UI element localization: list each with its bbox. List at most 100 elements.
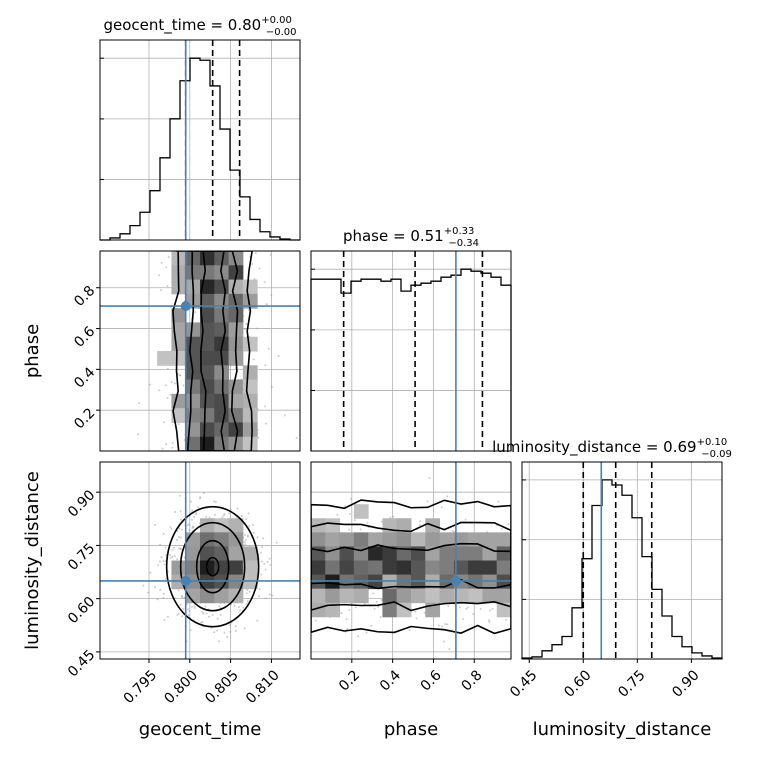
density-cell	[214, 532, 230, 547]
xtick-label-geocent_time-1: 0.800	[161, 667, 201, 707]
density-cell	[185, 336, 201, 352]
sample-point	[408, 628, 411, 631]
density-cell	[325, 602, 341, 618]
density-cell	[425, 588, 441, 604]
sample-point	[179, 604, 182, 607]
xtick-label-geocent_time-3: 0.810	[243, 667, 283, 707]
sample-point	[365, 631, 368, 634]
density-cell	[214, 293, 230, 309]
density-cell	[425, 532, 441, 547]
sample-point	[464, 518, 467, 521]
contour-1	[165, 505, 260, 628]
density-cell	[200, 351, 215, 366]
sample-point	[256, 619, 259, 622]
sample-point	[418, 524, 421, 527]
xtick-label-phase-2: 0.6	[418, 667, 445, 694]
density-cell	[214, 279, 230, 295]
sample-point	[171, 446, 174, 449]
sample-point	[165, 443, 168, 446]
density-cell	[396, 602, 412, 618]
sample-point	[229, 630, 232, 633]
sample-point	[173, 555, 176, 558]
density-cell	[242, 574, 258, 590]
contour-2	[186, 251, 239, 451]
hist-panel-luminosity_distance	[521, 461, 723, 660]
sample-point	[162, 592, 165, 595]
density-cell	[214, 322, 230, 338]
xtick-label-geocent_time-2: 0.805	[202, 667, 242, 707]
sample-point	[221, 516, 224, 519]
density-cell	[214, 574, 230, 590]
density-cell	[242, 422, 258, 438]
sample-point	[441, 625, 444, 628]
sample-point	[147, 591, 150, 594]
density-cell	[200, 408, 215, 423]
sample-point	[447, 605, 450, 608]
sample-point	[370, 624, 373, 627]
density-cell	[468, 560, 483, 576]
sample-point	[262, 537, 265, 540]
density-cell	[496, 560, 511, 576]
xtick-label-luminosity_distance-1: 0.60	[561, 667, 594, 700]
sample-point	[256, 327, 259, 330]
density-cell	[228, 279, 244, 295]
density-cell	[228, 379, 244, 395]
sample-point	[437, 624, 440, 627]
xlabel-phase: phase	[384, 719, 438, 740]
density-cell	[382, 588, 398, 604]
density-cell	[171, 560, 187, 576]
sample-point	[428, 477, 431, 480]
density-cell	[496, 588, 511, 604]
sample-point	[159, 543, 162, 546]
sample-point	[500, 527, 503, 530]
sample-point	[349, 497, 352, 500]
sample-point	[223, 631, 226, 634]
density-cell	[453, 588, 469, 604]
sample-point	[176, 613, 179, 616]
sample-point	[223, 513, 226, 516]
sample-point	[243, 328, 246, 331]
sample-point	[160, 261, 163, 264]
density-cell	[368, 546, 383, 561]
sample-point	[177, 536, 180, 539]
sample-point	[191, 526, 194, 529]
density-cell	[311, 532, 326, 547]
density-cell	[496, 532, 511, 547]
density-cell	[439, 546, 455, 561]
density-cell	[468, 546, 483, 561]
density-cell	[396, 560, 412, 576]
xtick-label-phase-1: 0.4	[377, 667, 404, 694]
density-cell	[311, 588, 326, 604]
sample-point	[243, 541, 246, 544]
density-cell	[200, 336, 215, 352]
density-cell	[242, 279, 258, 295]
contour-3	[311, 542, 511, 590]
sample-point	[472, 613, 475, 616]
sample-point	[234, 625, 237, 628]
sample-point	[163, 563, 166, 566]
density-cell	[482, 588, 498, 604]
xlabel-luminosity_distance: luminosity_distance	[533, 719, 712, 740]
sample-point	[205, 612, 208, 615]
sample-point	[174, 510, 177, 513]
ytick-label-luminosity_distance-3: 0.90	[65, 487, 98, 520]
sample-point	[497, 500, 500, 503]
sample-point	[188, 523, 191, 526]
sample-point	[462, 617, 465, 620]
sample-point	[372, 592, 375, 595]
sample-point	[202, 612, 205, 615]
sample-point	[216, 617, 219, 620]
sample-point	[243, 627, 246, 630]
sample-point	[440, 506, 443, 509]
density-cell	[382, 602, 398, 618]
truth-point	[180, 575, 191, 586]
sample-point	[178, 527, 181, 530]
contour-2	[311, 521, 511, 612]
density-cell	[425, 560, 441, 576]
sample-point	[238, 605, 241, 608]
xtick-label-phase-3: 0.8	[459, 667, 486, 694]
sample-point	[162, 596, 165, 599]
ytick-label-luminosity_distance-2: 0.75	[65, 540, 98, 573]
sample-point	[176, 538, 179, 541]
density-cell	[411, 588, 426, 604]
